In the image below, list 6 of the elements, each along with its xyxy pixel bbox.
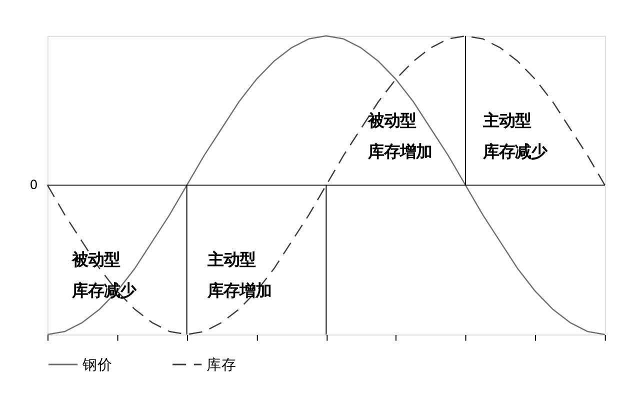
ref-line-label: 0 [30,177,38,192]
annotation: 主动型库存减少 [482,111,548,162]
annotation: 主动型库存增加 [206,250,272,300]
legend-label: 库存 [206,356,236,374]
annotation: 被动型库存增加 [366,111,432,162]
legend-label: 钢价 [81,356,112,374]
